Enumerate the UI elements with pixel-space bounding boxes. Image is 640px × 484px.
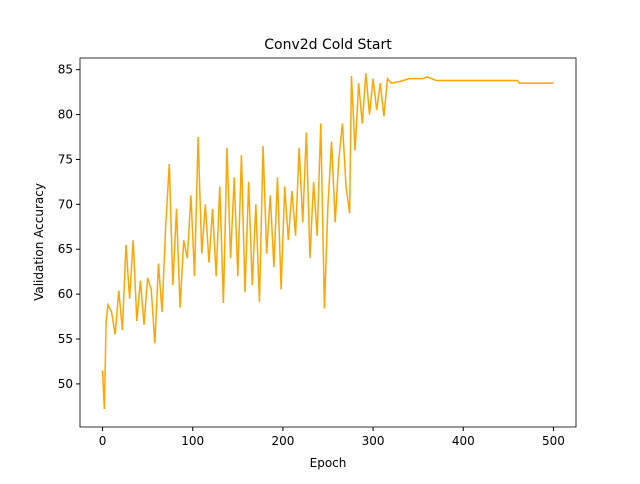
y-tick-label: 70 [58,197,73,211]
x-tick-label: 100 [181,434,204,448]
y-tick-label: 55 [58,332,73,346]
x-tick-label: 400 [452,434,475,448]
plot-frame [79,57,577,428]
data-line [101,73,554,410]
chart-title: Conv2d Cold Start [264,37,392,53]
y-tick-label: 50 [58,377,73,391]
x-tick-label: 200 [271,434,294,448]
x-tick-label: 500 [542,434,565,448]
x-tick-label: 0 [99,434,107,448]
y-tick-label: 80 [58,108,73,122]
y-tick-label: 85 [58,63,73,77]
y-tick-label: 65 [58,242,73,256]
x-axis-label: Epoch [310,456,347,470]
y-tick-label: 75 [58,152,73,166]
y-axis-label: Validation Accuracy [32,183,46,301]
x-tick-label: 300 [362,434,385,448]
y-tick-label: 60 [58,287,73,301]
